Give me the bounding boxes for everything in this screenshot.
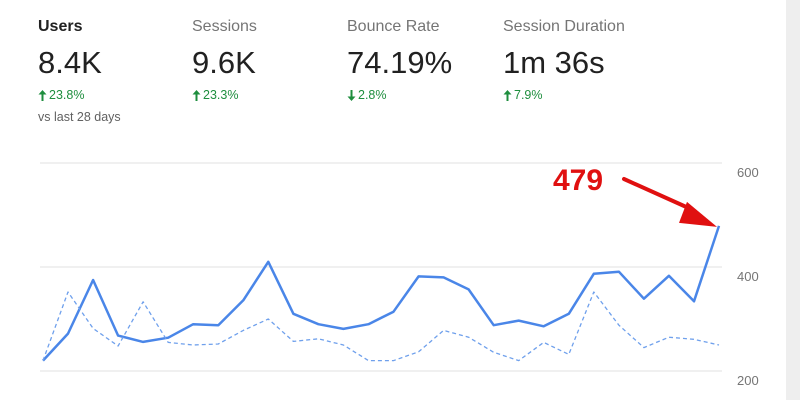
annotation-label: 479 [553,164,603,197]
compare-period-label: vs last 28 days [38,110,121,124]
metric-label: Users [38,18,83,35]
metric-change: 23.8% [38,88,121,102]
y-tick-label: 200 [737,373,759,388]
metric-change: 2.8% [347,88,452,102]
metric-bounce-rate[interactable]: Bounce Rate 74.19% 2.8% [347,18,452,102]
arrow-up-icon [503,89,512,101]
metric-value: 1m 36s [503,45,605,80]
metric-value: 9.6K [192,45,256,80]
metric-change-value: 7.9% [514,88,543,102]
right-edge-border [786,0,800,400]
metric-label: Bounce Rate [347,18,440,35]
annotation-arrow-shaft [622,177,695,212]
metric-label: Session Duration [503,18,625,35]
previous-period-line [42,291,720,362]
arrow-down-icon [347,89,356,101]
metric-sessions[interactable]: Sessions 9.6K 23.3% [192,18,257,102]
arrow-up-icon [38,89,47,101]
metric-change-value: 2.8% [358,88,387,102]
metric-change-value: 23.8% [49,88,85,102]
current-period-line [42,225,721,362]
metric-change: 7.9% [503,88,625,102]
metric-session-duration[interactable]: Session Duration 1m 36s 7.9% [503,18,625,102]
arrow-up-icon [192,89,201,101]
y-tick-label: 400 [737,269,759,284]
y-tick-label: 600 [737,165,759,180]
metric-change-value: 23.3% [203,88,239,102]
metric-value: 74.19% [347,45,453,80]
metric-label: Sessions [192,18,257,35]
metric-users[interactable]: Users 8.4K 23.8% vs last 28 days [38,18,121,124]
annotation-arrow-icon [679,201,717,227]
metric-change: 23.3% [192,88,257,102]
metric-value: 8.4K [38,45,102,80]
